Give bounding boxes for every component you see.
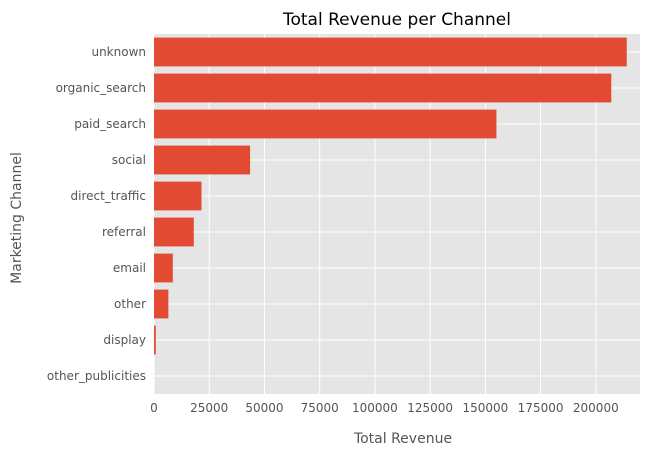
bar-paid-search bbox=[154, 109, 497, 139]
y-tick-label: referral bbox=[102, 225, 146, 239]
y-tick-label: display bbox=[103, 333, 146, 347]
bar-display bbox=[154, 325, 156, 355]
x-tick-label: 125000 bbox=[407, 401, 453, 415]
bar-social bbox=[154, 145, 251, 175]
bar-direct-traffic bbox=[154, 181, 202, 211]
chart-title: Total Revenue per Channel bbox=[282, 10, 511, 30]
bar-referral bbox=[154, 217, 194, 247]
bar-unknown bbox=[154, 37, 627, 67]
bar-organic-search bbox=[154, 73, 612, 103]
y-tick-label: direct_traffic bbox=[71, 189, 147, 203]
bars bbox=[154, 37, 627, 355]
y-tick-label: unknown bbox=[91, 45, 146, 59]
y-tick-label: social bbox=[112, 153, 146, 167]
x-axis-label: Total Revenue bbox=[353, 431, 452, 447]
y-tick-label: organic_search bbox=[56, 81, 146, 95]
y-tick-label: other bbox=[114, 297, 146, 311]
bar-other bbox=[154, 289, 169, 319]
x-tick-labels: 0 25000 50000 75000 100000 125000 150000 175000… bbox=[150, 401, 619, 415]
x-tick-label: 75000 bbox=[301, 401, 339, 415]
y-axis-label: Marketing Channel bbox=[9, 152, 25, 284]
x-tick-label: 25000 bbox=[190, 401, 228, 415]
x-tick-label: 200000 bbox=[573, 401, 619, 415]
y-tick-label: email bbox=[113, 261, 146, 275]
y-tick-label: other_publicities bbox=[47, 369, 146, 383]
x-tick-label: 175000 bbox=[518, 401, 564, 415]
x-tick-label: 150000 bbox=[462, 401, 508, 415]
x-tick-label: 50000 bbox=[245, 401, 283, 415]
y-tick-label: paid_search bbox=[74, 117, 146, 131]
x-tick-label: 100000 bbox=[352, 401, 398, 415]
bar-email bbox=[154, 253, 173, 283]
x-tick-label: 0 bbox=[150, 401, 158, 415]
